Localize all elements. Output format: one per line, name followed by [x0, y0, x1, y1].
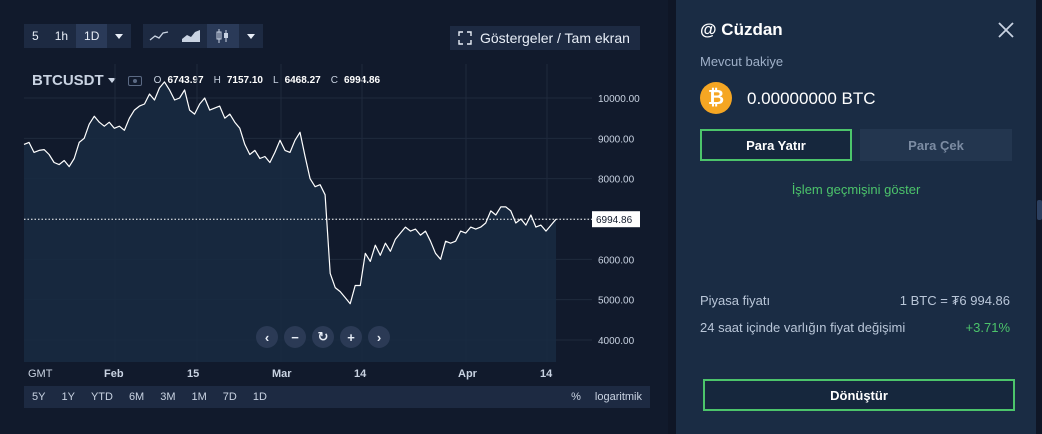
x-tick-label: 14: [354, 368, 367, 380]
zoom-out-button[interactable]: −: [284, 326, 306, 348]
range-selector-bar: 5Y 1Y YTD 6M 3M 1M 7D 1D % logaritmik: [24, 386, 650, 408]
close-icon[interactable]: [996, 20, 1016, 40]
chevron-down-icon: [247, 33, 256, 39]
range-5y-button[interactable]: 5Y: [32, 391, 46, 403]
open-value: 6743.97: [167, 75, 204, 86]
percent-scale-button[interactable]: %: [571, 391, 581, 403]
chart-toolbar: 5 1h 1D: [24, 24, 264, 48]
indicators-fullscreen-button[interactable]: Göstergeler / Tam ekran: [450, 26, 640, 50]
y-tick-label: 5000.00: [598, 296, 635, 307]
y-tick-label: 9000.00: [598, 134, 635, 145]
eye-icon[interactable]: [127, 75, 142, 86]
market-price-label: Piyasa fiyatı: [700, 293, 771, 308]
range-1d-button[interactable]: 1D: [252, 391, 267, 403]
scrollbar[interactable]: [1037, 200, 1042, 220]
chevron-down-icon: [107, 78, 116, 83]
y-tick-label: 4000.00: [598, 336, 635, 347]
last-price-label: 6994.86: [596, 215, 633, 226]
candlestick-chart-button[interactable]: [207, 24, 240, 48]
scroll-right-button[interactable]: ›: [368, 326, 390, 348]
open-label: O: [153, 75, 162, 86]
withdraw-button[interactable]: Para Çek: [860, 129, 1012, 161]
y-tick-label: 8000.00: [598, 175, 635, 186]
range-1m-button[interactable]: 1M: [191, 391, 207, 403]
market-price-value: 1 BTC = ₮6 994.86: [899, 293, 1010, 308]
range-6m-button[interactable]: 6M: [128, 391, 145, 403]
high-label: H: [213, 75, 221, 86]
range-ytd-button[interactable]: YTD: [90, 391, 113, 403]
y-tick-label: 10000.00: [598, 94, 640, 105]
chart-type-dropdown-button[interactable]: [239, 24, 264, 48]
x-tick-label: Mar: [272, 368, 292, 380]
time-axis: GMT Feb 15 Mar 14 Apr 14: [24, 362, 656, 384]
x-tick-label: 15: [187, 368, 200, 380]
bitcoin-icon: ₿: [700, 82, 732, 114]
x-tick-label: Apr: [458, 368, 477, 380]
range-1y-button[interactable]: 1Y: [61, 391, 75, 403]
fullscreen-icon: [458, 31, 472, 45]
price-change-row: 24 saat içinde varlığın fiyat değişimi +…: [700, 320, 1010, 335]
interval-1d-button[interactable]: 1D: [76, 24, 108, 48]
market-price-row: Piyasa fiyatı 1 BTC = ₮6 994.86: [700, 293, 1010, 308]
balance-value: 0.00000000 BTC: [747, 89, 876, 108]
wallet-title: @ Cüzdan: [700, 20, 783, 39]
last-price-tag: [592, 211, 640, 228]
timezone-label: GMT: [28, 368, 53, 380]
balance-label: Mevcut bakiye: [700, 54, 784, 69]
price-chart[interactable]: 10000.009000.008000.007000.006000.005000…: [0, 0, 668, 434]
symbol-selector[interactable]: BTCUSDT: [32, 72, 116, 89]
scroll-left-button[interactable]: ‹: [256, 326, 278, 348]
range-7d-button[interactable]: 7D: [222, 391, 237, 403]
x-tick-label: Feb: [104, 368, 124, 380]
price-change-value: +3.71%: [965, 320, 1010, 335]
low-value: 6468.27: [284, 75, 321, 86]
line-chart-button[interactable]: [143, 24, 176, 48]
chart-panel: 5 1h 1D: [0, 0, 668, 434]
range-3m-button[interactable]: 3M: [160, 391, 176, 403]
deposit-button[interactable]: Para Yatır: [700, 129, 852, 161]
reset-zoom-button[interactable]: ↻: [312, 326, 334, 348]
area-chart-button[interactable]: [175, 24, 208, 48]
interval-5m-button[interactable]: 5: [24, 24, 47, 48]
transaction-history-link[interactable]: İşlem geçmişini göster: [791, 182, 921, 197]
interval-dropdown-button[interactable]: [107, 24, 132, 48]
y-tick-label: 6000.00: [598, 255, 635, 266]
zoom-in-button[interactable]: +: [340, 326, 362, 348]
log-scale-button[interactable]: logaritmik: [594, 391, 642, 403]
high-value: 7157.10: [226, 75, 263, 86]
indicators-label: Göstergeler / Tam ekran: [480, 30, 630, 46]
chevron-down-icon: [115, 33, 124, 39]
x-tick-label: 14: [540, 368, 553, 380]
low-label: L: [273, 75, 279, 86]
candlestick-icon: [216, 29, 229, 43]
chart-zoom-controls: ‹ − ↻ + ›: [256, 326, 390, 348]
close-label: C: [330, 75, 338, 86]
line-chart-icon: [149, 31, 169, 41]
price-area-fill: [24, 81, 556, 363]
wallet-panel: @ Cüzdan Mevcut bakiye ₿ 0.00000000 BTC …: [676, 0, 1036, 434]
area-chart-icon: [182, 30, 201, 42]
price-change-label: 24 saat içinde varlığın fiyat değişimi: [700, 320, 906, 335]
symbol-name: BTCUSDT: [32, 72, 104, 89]
price-line: [23, 81, 557, 305]
convert-button[interactable]: Dönüştür: [703, 379, 1015, 411]
interval-1h-button[interactable]: 1h: [46, 24, 77, 48]
